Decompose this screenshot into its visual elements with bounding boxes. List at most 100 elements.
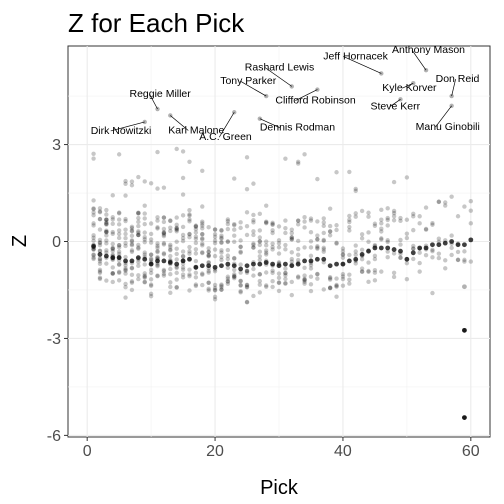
mean-point bbox=[372, 245, 378, 251]
data-point bbox=[104, 207, 109, 213]
data-point bbox=[148, 181, 154, 186]
mean-point bbox=[199, 263, 205, 269]
data-point bbox=[206, 249, 211, 255]
data-point bbox=[116, 228, 122, 233]
data-point bbox=[251, 229, 256, 234]
y-axis-title: Z bbox=[9, 235, 31, 247]
data-point bbox=[200, 243, 205, 248]
mean-point bbox=[455, 242, 461, 248]
data-point bbox=[379, 217, 384, 222]
data-point bbox=[212, 253, 218, 259]
data-point bbox=[411, 246, 416, 252]
data-point bbox=[193, 230, 199, 235]
data-point bbox=[302, 279, 307, 284]
data-point bbox=[104, 217, 109, 222]
data-point bbox=[359, 269, 365, 274]
data-point bbox=[295, 274, 301, 279]
data-point bbox=[232, 227, 237, 232]
annotation-label: Kyle Korver bbox=[382, 82, 437, 94]
data-point bbox=[423, 227, 429, 232]
data-point bbox=[347, 217, 352, 222]
data-point bbox=[212, 238, 218, 243]
data-point bbox=[404, 217, 410, 222]
data-point bbox=[225, 217, 231, 222]
mean-point bbox=[97, 252, 103, 257]
data-point bbox=[244, 285, 250, 290]
data-point bbox=[193, 226, 199, 232]
data-point bbox=[264, 219, 269, 224]
data-point bbox=[436, 255, 442, 261]
data-point bbox=[276, 288, 282, 294]
data-point bbox=[302, 273, 307, 278]
data-point bbox=[315, 244, 320, 249]
data-point bbox=[295, 222, 301, 227]
data-point bbox=[264, 283, 269, 288]
data-point bbox=[136, 232, 141, 238]
mean-point bbox=[270, 261, 276, 267]
data-point bbox=[148, 283, 154, 289]
data-point bbox=[161, 252, 167, 257]
data-point bbox=[142, 179, 147, 184]
mean-point bbox=[174, 261, 180, 267]
data-point bbox=[315, 237, 320, 242]
data-point bbox=[200, 282, 205, 288]
data-point bbox=[136, 174, 141, 180]
data-point bbox=[97, 270, 103, 275]
data-point bbox=[334, 241, 339, 246]
data-point bbox=[104, 241, 109, 246]
data-point bbox=[283, 276, 288, 282]
data-point bbox=[468, 259, 474, 264]
data-point bbox=[219, 254, 224, 260]
data-point bbox=[129, 287, 135, 293]
data-point bbox=[123, 263, 128, 268]
data-point bbox=[257, 228, 263, 233]
data-point bbox=[129, 279, 135, 284]
data-point bbox=[321, 247, 326, 252]
data-point bbox=[417, 221, 422, 226]
data-point bbox=[385, 239, 390, 245]
data-point bbox=[283, 273, 288, 278]
data-point bbox=[187, 251, 192, 256]
data-point bbox=[366, 210, 371, 215]
data-point bbox=[110, 193, 115, 198]
data-point bbox=[174, 277, 179, 282]
data-point bbox=[449, 245, 454, 251]
mean-point bbox=[276, 263, 282, 269]
data-point bbox=[116, 217, 122, 222]
mean-point bbox=[353, 256, 359, 262]
mean-point bbox=[91, 243, 96, 249]
data-point bbox=[334, 276, 339, 281]
data-point bbox=[276, 271, 282, 276]
mean-point bbox=[155, 258, 160, 264]
data-point bbox=[308, 263, 314, 268]
data-point bbox=[321, 287, 326, 292]
data-point bbox=[123, 193, 128, 198]
data-point bbox=[168, 228, 173, 234]
data-point bbox=[327, 206, 333, 211]
data-point bbox=[264, 239, 269, 244]
data-point bbox=[116, 261, 122, 267]
data-point bbox=[264, 250, 269, 255]
data-point bbox=[116, 249, 122, 254]
data-point bbox=[270, 228, 275, 233]
data-point bbox=[116, 251, 122, 257]
data-point bbox=[391, 179, 397, 185]
annotated-point bbox=[155, 106, 160, 112]
data-point bbox=[180, 149, 186, 154]
data-point bbox=[187, 267, 192, 272]
data-point bbox=[423, 226, 429, 232]
data-point bbox=[276, 238, 282, 243]
data-point bbox=[232, 276, 237, 281]
data-point bbox=[123, 295, 128, 300]
data-point bbox=[97, 237, 103, 243]
data-point bbox=[161, 273, 167, 278]
data-point bbox=[91, 255, 96, 260]
data-point bbox=[136, 211, 141, 216]
data-point bbox=[436, 199, 442, 204]
data-point bbox=[398, 255, 403, 261]
annotated-point bbox=[379, 71, 384, 76]
data-point bbox=[97, 206, 103, 211]
x-tick-label: 20 bbox=[206, 443, 224, 460]
data-point bbox=[110, 271, 115, 276]
data-point bbox=[142, 221, 147, 227]
